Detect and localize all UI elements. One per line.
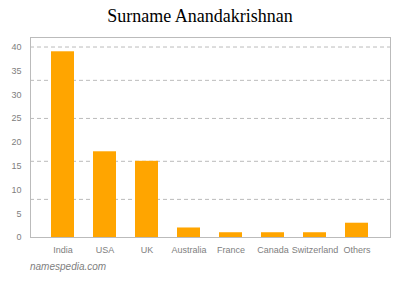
svg-text:0: 0 (16, 232, 21, 242)
svg-text:Australia: Australia (171, 245, 206, 255)
html-text:Surname Anandakrishnan: Surname Anandakrishnan (107, 6, 293, 26)
svg-text:30: 30 (11, 90, 21, 100)
svg-text:India: India (53, 245, 73, 255)
svg-text:15: 15 (11, 161, 21, 171)
html-text:namespedia.com: namespedia.com (30, 261, 107, 272)
svg-text:Switzerland: Switzerland (292, 245, 339, 255)
svg-text:UK: UK (141, 245, 154, 255)
svg-text:Others: Others (343, 245, 371, 255)
svg-text:10: 10 (11, 185, 21, 195)
svg-text:25: 25 (11, 113, 21, 123)
svg-text:40: 40 (11, 42, 21, 52)
svg-text:Canada: Canada (257, 245, 289, 255)
svg-text:35: 35 (11, 66, 21, 76)
svg-text:USA: USA (96, 245, 115, 255)
svg-text:20: 20 (11, 137, 21, 147)
svg-text:France: France (217, 245, 245, 255)
svg-text:5: 5 (16, 209, 21, 219)
